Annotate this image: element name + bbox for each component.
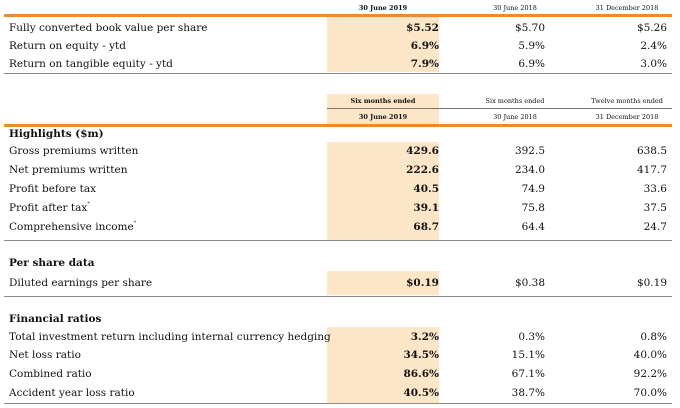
diluted-eps-2019: $0.19 xyxy=(406,277,439,289)
footnote-marker: * xyxy=(87,201,90,207)
diluted-eps-dec-2018: $0.19 xyxy=(636,277,667,289)
profit-after-tax-2018: 75.8 xyxy=(521,202,545,214)
combined-ratio-2019: 86.6% xyxy=(403,368,439,380)
net-loss-ratio-2018: 15.1% xyxy=(511,349,545,361)
main-header-2019-line2: 30 June 2019 xyxy=(358,113,408,121)
net-premiums-dec-2018: 417.7 xyxy=(636,164,667,176)
roe-2019: 6.9% xyxy=(410,40,439,52)
comprehensive-income-dec-2018: 24.7 xyxy=(643,221,667,233)
ratios-highlight-block xyxy=(327,327,439,403)
section-title-financial-ratios: Financial ratios xyxy=(9,313,102,325)
row-label-profit-after-tax: Profit after tax xyxy=(9,202,88,214)
main-header-highlight xyxy=(327,94,439,124)
row-label-net-loss-ratio: Net loss ratio xyxy=(9,349,81,361)
main-header-divider xyxy=(327,108,672,109)
top-bottom-rule xyxy=(4,73,672,74)
diluted-eps-2018: $0.38 xyxy=(514,277,545,289)
main-orange-rule xyxy=(4,124,672,127)
net-premiums-2019: 222.6 xyxy=(406,164,439,176)
top-orange-rule xyxy=(4,14,672,17)
row-label-rote: Return on tangible equity - ytd xyxy=(9,58,173,70)
section-title-per-share: Per share data xyxy=(9,257,95,269)
row-comprehensive-income: Comprehensive income* xyxy=(9,220,136,234)
book-value-dec-2018: $5.26 xyxy=(636,22,667,34)
per-share-highlight-block xyxy=(327,271,439,295)
comprehensive-income-2019: 68.7 xyxy=(413,221,439,233)
row-label-net-premiums: Net premiums written xyxy=(9,164,128,176)
row-label-investment-return: Total investment return including intern… xyxy=(9,331,331,343)
highlights-bottom-rule xyxy=(4,240,672,241)
highlights-highlight-block xyxy=(327,142,439,240)
row-label-combined-ratio: Combined ratio xyxy=(9,368,92,380)
gross-premiums-2018: 392.5 xyxy=(514,145,545,157)
row-label-profit-before-tax: Profit before tax xyxy=(9,183,97,195)
net-premiums-2018: 234.0 xyxy=(514,164,545,176)
gross-premiums-dec-2018: 638.5 xyxy=(636,145,667,157)
row-label-gross-premiums: Gross premiums written xyxy=(9,145,139,157)
footnote-marker: * xyxy=(133,220,137,226)
row-label-comprehensive-income: Comprehensive income xyxy=(9,221,134,233)
ratios-bottom-rule xyxy=(4,403,672,404)
net-loss-ratio-2019: 34.5% xyxy=(403,349,439,361)
book-value-2019: $5.52 xyxy=(406,22,439,34)
section-title-highlights: Highlights ($m) xyxy=(9,128,104,140)
investment-return-2019: 3.2% xyxy=(410,331,439,343)
combined-ratio-dec-2018: 92.2% xyxy=(633,368,667,380)
roe-dec-2018: 2.4% xyxy=(640,40,667,52)
row-label-roe: Return on equity - ytd xyxy=(9,40,126,52)
investment-return-dec-2018: 0.8% xyxy=(640,331,667,343)
accident-year-loss-2018: 38.7% xyxy=(511,387,545,399)
top-highlight-column xyxy=(327,14,439,72)
main-header-dec-line2: 31 December 2018 xyxy=(595,113,659,121)
rote-2018: 6.9% xyxy=(518,58,545,70)
profit-before-tax-2019: 40.5 xyxy=(413,183,439,195)
main-header-2019-line1: Six months ended xyxy=(350,97,416,105)
book-value-2018: $5.70 xyxy=(514,22,545,34)
row-label-accident-year-loss: Accident year loss ratio xyxy=(9,387,135,399)
top-header-2018: 30 June 2018 xyxy=(493,4,537,12)
main-header-dec-line1: Twelve months ended xyxy=(591,97,663,105)
row-label-diluted-eps: Diluted earnings per share xyxy=(9,277,153,289)
main-header-2018-line1: Six months ended xyxy=(485,97,545,105)
profit-before-tax-dec-2018: 33.6 xyxy=(643,183,667,195)
row-profit-after-tax: Profit after tax* xyxy=(9,201,90,215)
top-header-2019: 30 June 2019 xyxy=(358,4,408,12)
net-loss-ratio-dec-2018: 40.0% xyxy=(633,349,667,361)
profit-after-tax-2019: 39.1 xyxy=(413,202,439,214)
combined-ratio-2018: 67.1% xyxy=(511,368,545,380)
accident-year-loss-dec-2018: 70.0% xyxy=(633,387,667,399)
per-share-bottom-rule xyxy=(4,296,672,297)
rote-dec-2018: 3.0% xyxy=(640,58,667,70)
profit-before-tax-2018: 74.9 xyxy=(521,183,545,195)
investment-return-2018: 0.3% xyxy=(518,331,545,343)
rote-2019: 7.9% xyxy=(410,58,439,70)
gross-premiums-2019: 429.6 xyxy=(406,145,439,157)
top-header-dec-2018: 31 December 2018 xyxy=(595,4,659,12)
comprehensive-income-2018: 64.4 xyxy=(521,221,545,233)
accident-year-loss-2019: 40.5% xyxy=(403,387,439,399)
profit-after-tax-dec-2018: 37.5 xyxy=(643,202,667,214)
roe-2018: 5.9% xyxy=(518,40,545,52)
main-header-2018-line2: 30 June 2018 xyxy=(493,113,537,121)
row-label-book-value: Fully converted book value per share xyxy=(9,22,208,34)
